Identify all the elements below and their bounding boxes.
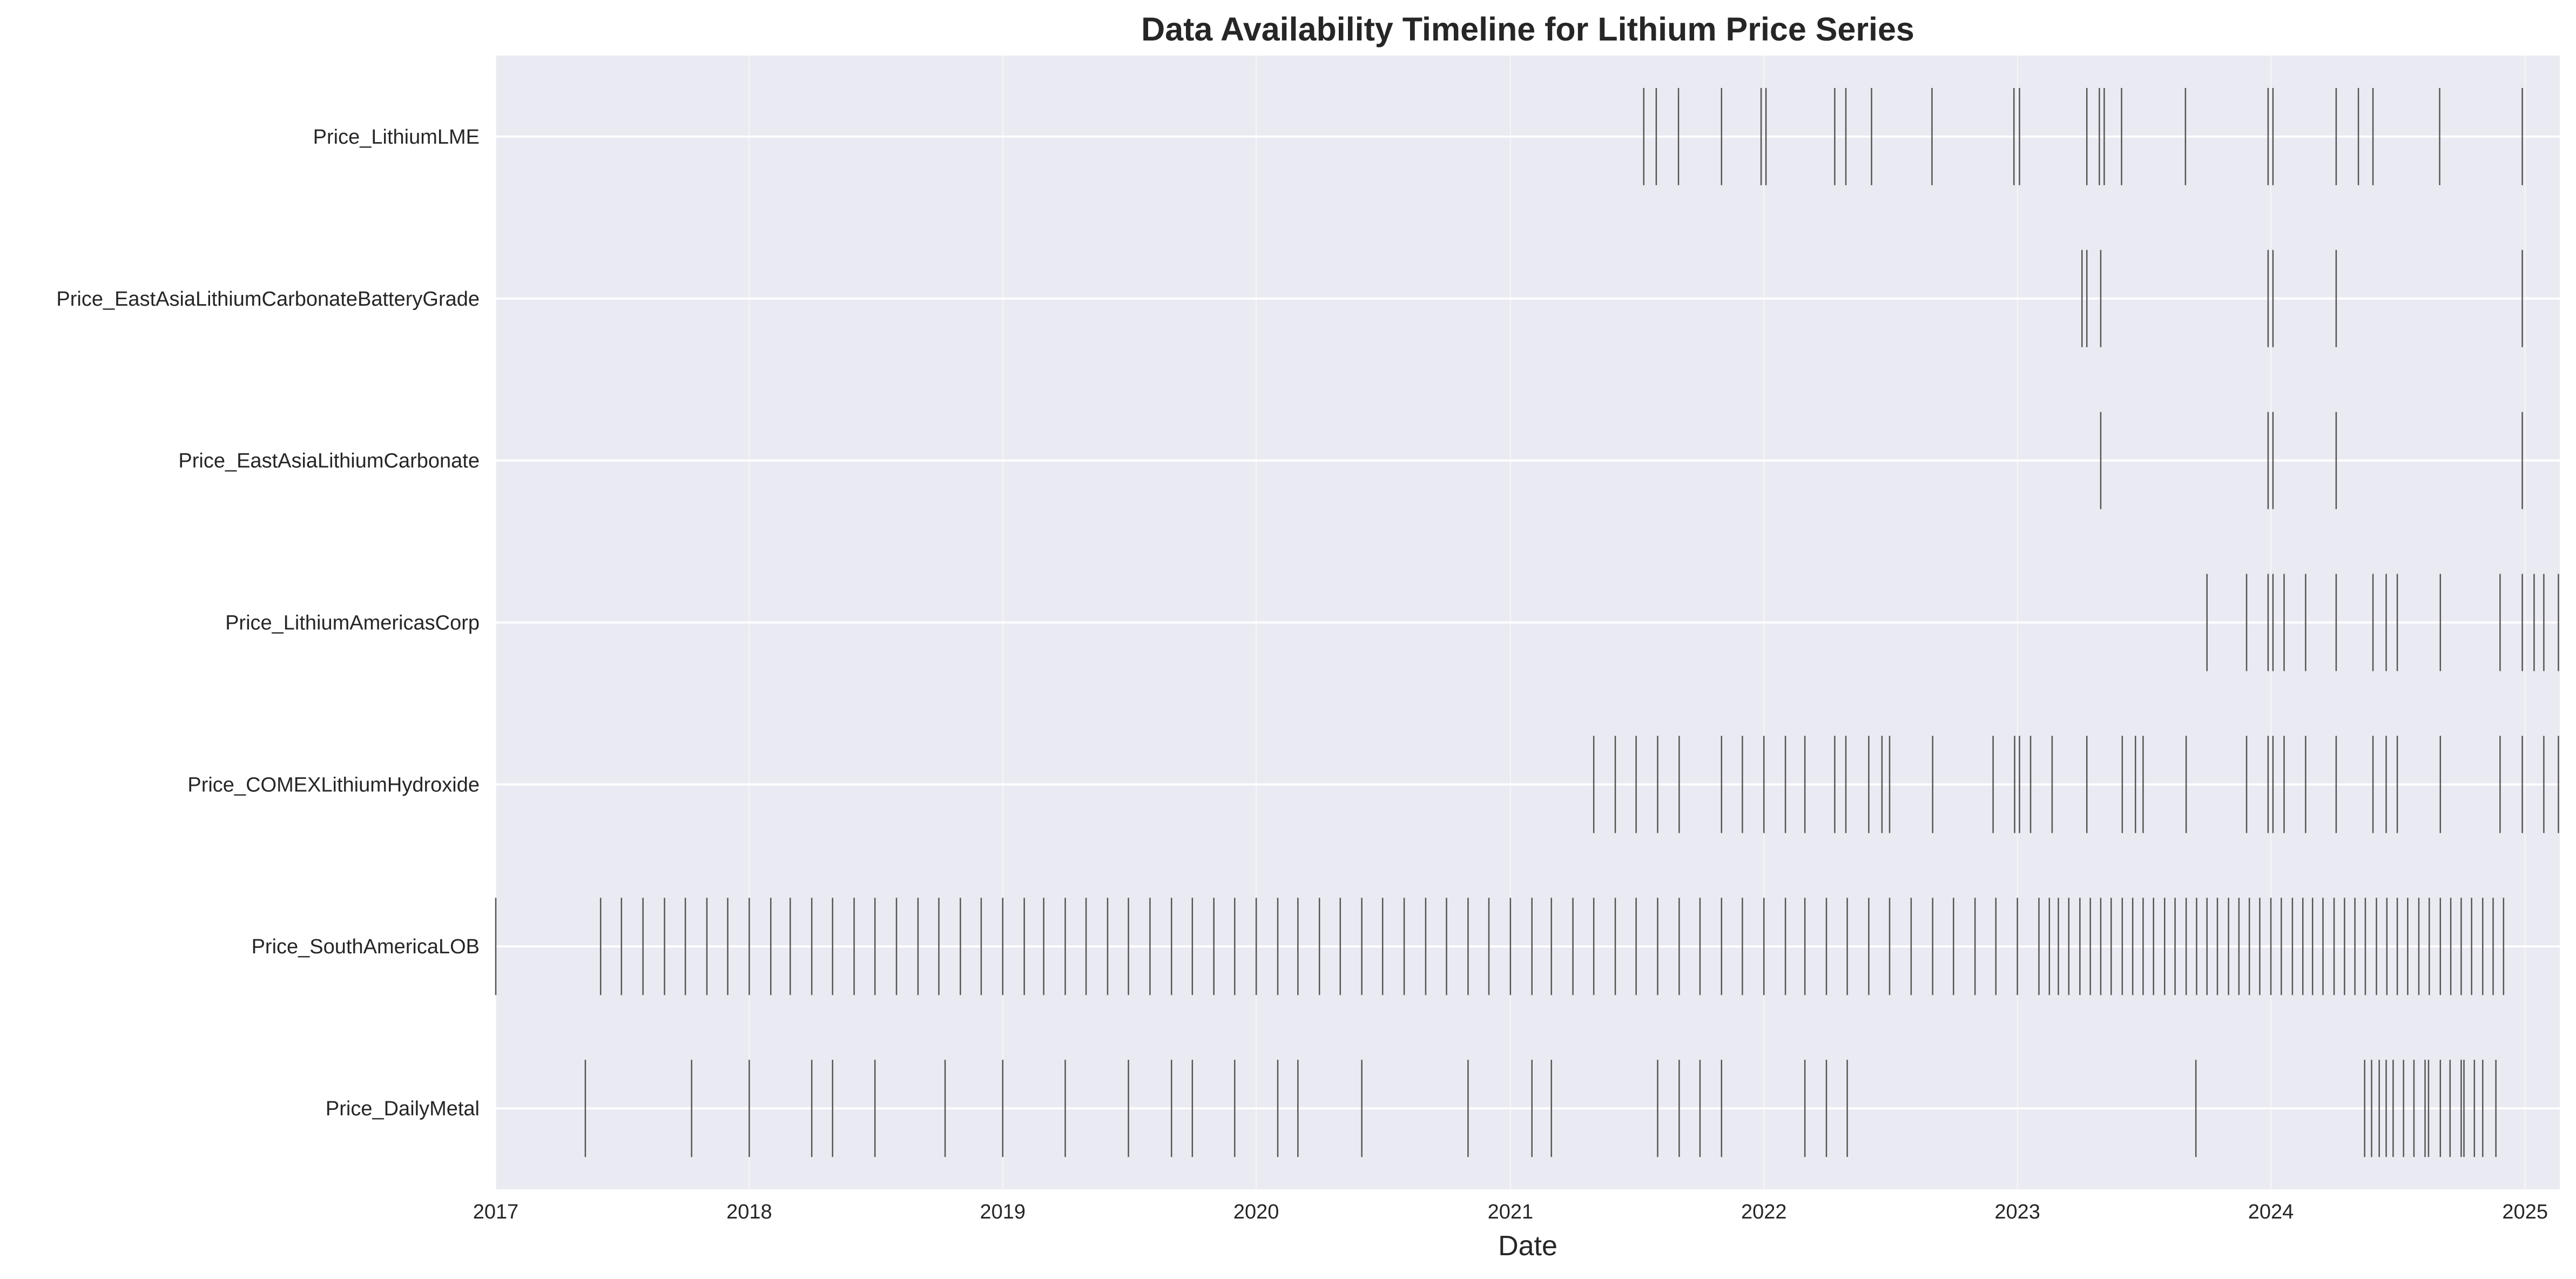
series-events xyxy=(584,1060,2497,1157)
series-label: Price_LithiumLME xyxy=(313,126,480,149)
series-events xyxy=(2206,574,2559,671)
x-tick-label: 2018 xyxy=(726,1201,772,1223)
series-label: Price_DailyMetal xyxy=(326,1098,480,1120)
x-tick-label: 2022 xyxy=(1741,1201,1787,1223)
series-events xyxy=(1643,87,2523,185)
series-label: Price_SouthAmericaLOB xyxy=(252,935,480,958)
series-label: Price_LithiumAmericasCorp xyxy=(225,612,480,635)
series-label: Price_EastAsiaLithiumCarbonateBatteryGra… xyxy=(56,288,480,311)
series-events xyxy=(2081,250,2523,347)
x-tick-label: 2025 xyxy=(2502,1201,2548,1223)
series-events xyxy=(495,898,2505,995)
grid-lines xyxy=(495,56,2560,1189)
x-tick-label: 2020 xyxy=(1233,1201,1279,1223)
x-tick-label: 2017 xyxy=(473,1201,519,1223)
x-tick-labels: 2017 2018 2019 2020 2021 2022 2023 2024 2025 xyxy=(473,1201,2548,1223)
series-label: Price_EastAsiaLithiumCarbonate xyxy=(178,450,480,473)
series-events xyxy=(2100,412,2523,509)
x-tick-label: 2019 xyxy=(980,1201,1026,1223)
x-tick-label: 2024 xyxy=(2248,1201,2294,1223)
event-marks xyxy=(495,87,2559,1157)
x-tick-label: 2023 xyxy=(1994,1201,2040,1223)
x-tick-label: 2021 xyxy=(1488,1201,1534,1223)
x-axis-label: Date xyxy=(1498,1230,1557,1262)
series-label: Price_COMEXLithiumHydroxide xyxy=(187,773,480,796)
chart-title: Data Availability Timeline for Lithium P… xyxy=(1141,11,1914,48)
series-events xyxy=(1593,736,2559,833)
y-tick-labels: Price_LithiumLME Price_EastAsiaLithiumCar… xyxy=(56,126,480,1120)
